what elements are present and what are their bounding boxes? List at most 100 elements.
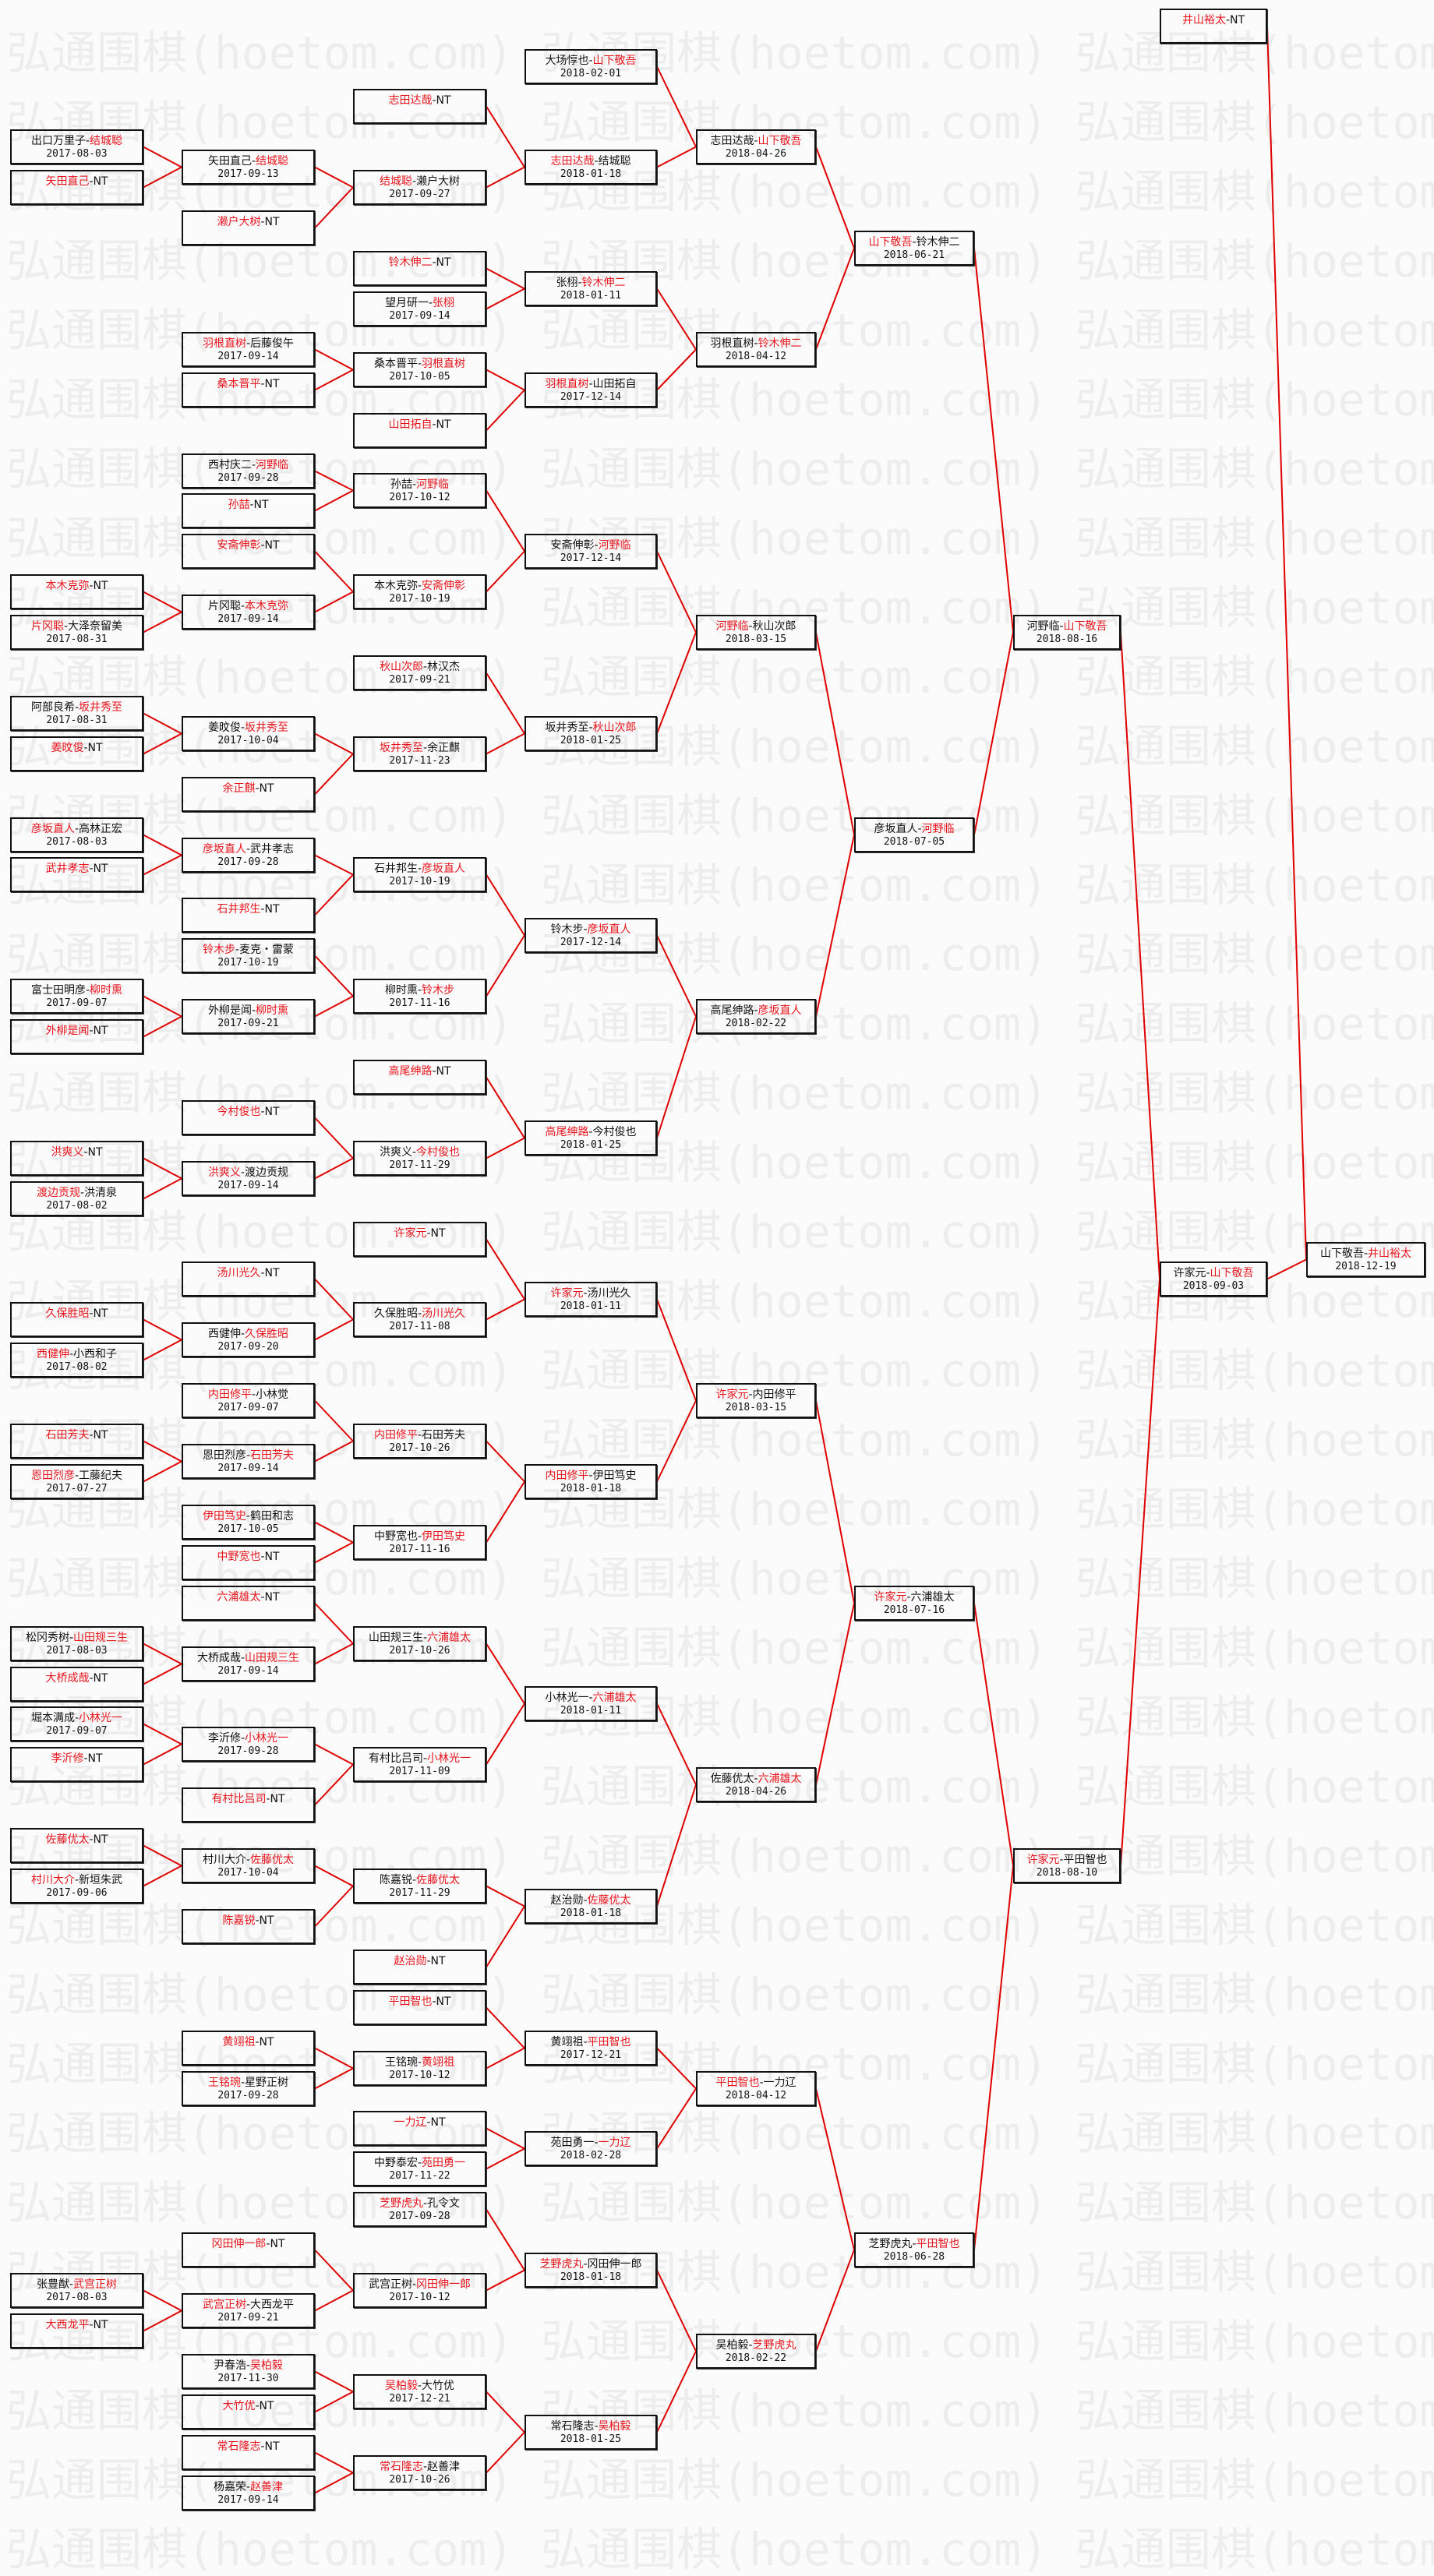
player-2: 结城聪	[90, 135, 123, 147]
separator: -	[63, 620, 69, 633]
match-box: 外柳是闻-柳时熏 2017-09-21	[182, 999, 315, 1034]
match-date: 2017-11-29	[389, 1159, 450, 1171]
separator: -	[260, 2440, 265, 2453]
player-1: 恩田烈彦	[202, 1449, 246, 1462]
match-players: 志田达哉-结城聪	[526, 155, 655, 168]
match-date: 2018-02-22	[725, 1018, 787, 1029]
player-1: 佐藤优太	[45, 1833, 90, 1846]
match-box: 常石隆志-吴柏毅 2018-01-25	[525, 2415, 657, 2450]
player-1: 志田达哉	[550, 155, 595, 168]
match-box: 羽根直树-后藤俊午 2017-09-14	[182, 332, 315, 367]
separator: -	[411, 1146, 417, 1159]
no-match-label: NT	[93, 580, 108, 592]
match-date: 2017-10-12	[389, 492, 450, 503]
separator: -	[426, 1955, 431, 1967]
player-2: 伊田笃史	[422, 1530, 466, 1543]
connector-line	[486, 2127, 525, 2150]
player-1: 洪爽义	[379, 1146, 412, 1159]
match-players: 山下敬吾-井山裕太	[1308, 1247, 1424, 1261]
player-2: 小林觉	[256, 1389, 289, 1401]
connector-line	[143, 1440, 182, 1463]
player-1: 外柳是闻	[45, 1025, 90, 1037]
separator: -	[74, 701, 79, 714]
connector-line	[314, 732, 354, 755]
player-2: 结城聪	[598, 155, 631, 168]
connector-line	[486, 1480, 525, 1544]
player-2: 孔令文	[427, 2197, 461, 2210]
separator: -	[249, 499, 254, 511]
connector-line	[486, 489, 525, 552]
match-box: 武宫正树-大西龙平 2017-09-21	[182, 2293, 315, 2328]
separator: -	[432, 256, 436, 269]
match-date: 2018-03-15	[725, 1402, 787, 1413]
connector-line	[314, 2472, 354, 2494]
match-box: 堀本满成-小林光一 2017-09-07	[10, 1706, 143, 1741]
match-players: 平田智也-一力辽	[698, 2077, 814, 2090]
separator: -	[74, 1874, 79, 1886]
match-box: 富士田明彦-柳时熏 2017-09-07	[10, 979, 143, 1014]
match-date: 2017-10-19	[217, 957, 279, 969]
player-2: 六浦雄太	[758, 1773, 802, 1785]
player-1: 村川大介	[202, 1854, 246, 1866]
match-box: 内田修平-伊田笃史 2018-01-18	[525, 1464, 657, 1499]
match-box: 松冈秀树-山田规三生 2017-08-03	[10, 1626, 143, 1661]
separator: -	[417, 1530, 422, 1543]
match-date: 2017-10-05	[217, 1523, 279, 1535]
match-players: 六浦雄太-NT	[183, 1591, 313, 1604]
match-players: 彦坂直人-武井孝志	[183, 843, 313, 856]
match-date: 2018-01-25	[560, 1139, 622, 1151]
match-date: 2018-03-15	[725, 633, 787, 645]
player-2: 山下敬吾	[758, 135, 802, 147]
match-box: 西健伸-久保胜昭 2017-09-20	[182, 1322, 315, 1357]
player-1: 芝野虎丸	[868, 2238, 913, 2250]
connector-line	[314, 2047, 354, 2070]
connector-line	[143, 2289, 182, 2312]
match-box: 大桥成哉-山田规三生 2017-09-14	[182, 1646, 315, 1681]
match-date: 2017-09-21	[217, 2312, 279, 2324]
separator: -	[240, 1732, 245, 1745]
match-box: 佐藤优太-六浦雄太 2018-04-26	[696, 1767, 816, 1802]
match-players: 黄翊祖-NT	[183, 2036, 313, 2049]
connector-line	[815, 1603, 855, 1785]
separator: -	[594, 2137, 599, 2149]
match-players: 中野泰宏-苑田勇一	[355, 2157, 485, 2170]
connector-line	[656, 551, 697, 633]
no-match-label: NT	[1230, 14, 1245, 26]
match-players: 铃木步-麦克・雷蒙	[183, 944, 313, 957]
separator: -	[245, 1510, 251, 1523]
connector-line	[314, 955, 354, 997]
player-1: 杨嘉荣	[213, 2481, 246, 2493]
player-1: 恩田烈彦	[30, 1470, 75, 1482]
match-date: 2017-09-28	[217, 1745, 279, 1757]
match-players: 许家元-山下敬吾	[1161, 1267, 1266, 1280]
player-1: 铃木步	[550, 923, 584, 936]
player-1: 本木克弥	[373, 580, 418, 592]
no-match-label: NT	[93, 1429, 108, 1442]
separator: -	[260, 1551, 265, 1563]
separator: -	[85, 135, 90, 147]
match-box: 志田达哉-山下敬吾 2018-04-26	[696, 129, 816, 164]
no-match-label: NT	[436, 1996, 451, 2008]
match-players: 张栩-铃木伸二	[526, 277, 655, 290]
separator: -	[906, 1591, 911, 1604]
connector-line	[486, 2208, 525, 2271]
match-date: 2017-11-22	[389, 2170, 450, 2182]
match-players: 山下敬吾-铃木伸二	[856, 236, 973, 249]
separator: -	[83, 1752, 88, 1765]
connector-line	[143, 1318, 182, 1341]
connector-line	[314, 1117, 354, 1159]
connector-line	[143, 834, 182, 856]
player-1: 大桥成哉	[196, 1652, 241, 1664]
connector-line	[314, 591, 354, 613]
no-match-label: NT	[93, 1833, 108, 1846]
separator: -	[912, 2238, 917, 2250]
match-box: 芝野虎丸-孔令文 2017-09-28	[353, 2192, 486, 2227]
match-box: 姜旼俊-坂井秀至 2017-10-04	[182, 716, 315, 751]
match-players: 芝野虎丸-平田智也	[856, 2238, 973, 2251]
match-date: 2017-08-31	[46, 633, 108, 645]
player-1: 矢田直己	[207, 155, 252, 168]
player-1: 中野泰宏	[373, 2157, 418, 2169]
connector-line	[656, 1784, 697, 1907]
connector-line	[486, 550, 525, 593]
match-players: 武宫正树-冈田伸一郎	[355, 2278, 485, 2292]
